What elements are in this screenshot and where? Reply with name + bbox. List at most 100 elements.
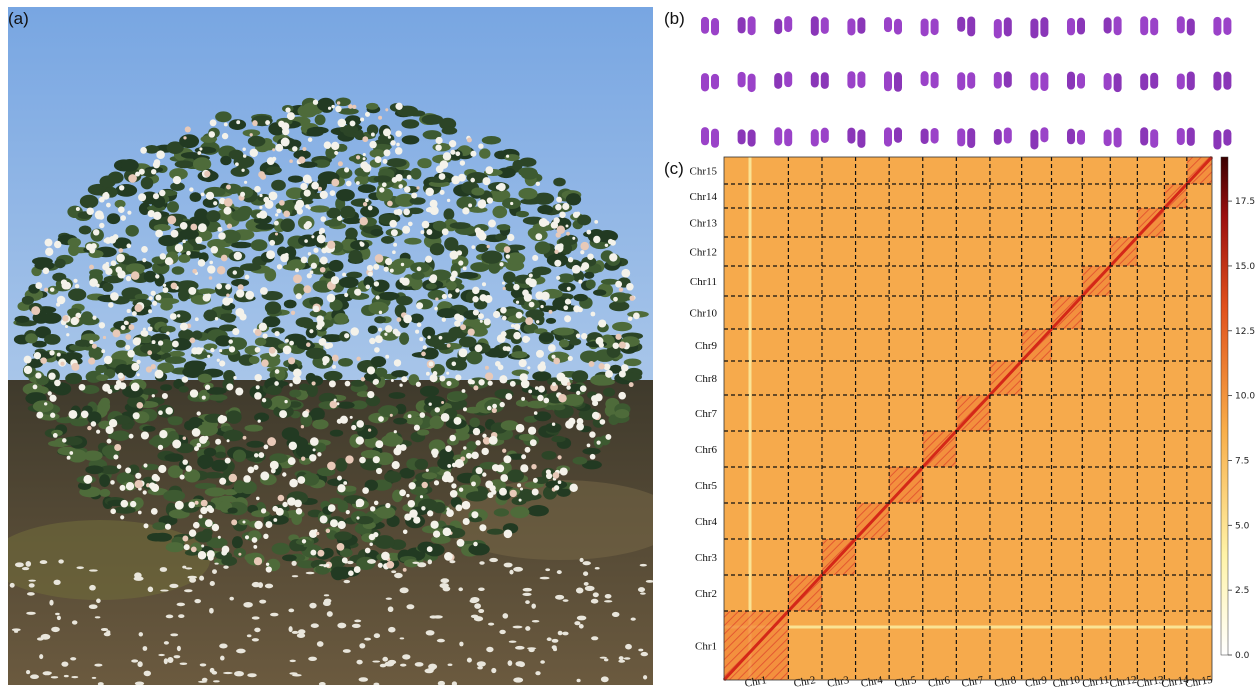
- leaf: [371, 356, 386, 367]
- flower: [522, 336, 529, 343]
- chromosome: [774, 127, 782, 145]
- petal: [158, 654, 165, 656]
- petal: [474, 603, 481, 609]
- flower: [371, 133, 375, 137]
- flower: [442, 228, 449, 235]
- leaf: [121, 159, 139, 172]
- flower: [180, 222, 188, 230]
- flower: [565, 224, 568, 227]
- flower: [365, 198, 369, 202]
- petal: [324, 594, 329, 596]
- flower: [317, 234, 326, 243]
- leaf: [519, 157, 537, 166]
- leaf: [481, 250, 502, 263]
- flower: [613, 297, 618, 302]
- flower: [629, 382, 634, 387]
- flower: [320, 216, 326, 222]
- petal: [391, 570, 396, 573]
- petal: [319, 564, 325, 566]
- flower: [256, 385, 260, 389]
- flower: [293, 274, 302, 283]
- leaf: [248, 136, 266, 147]
- flower: [182, 536, 188, 542]
- petal: [234, 671, 244, 676]
- petal: [562, 632, 568, 636]
- flower: [375, 156, 382, 163]
- leaf: [573, 294, 587, 301]
- flower: [473, 542, 477, 546]
- flower: [110, 292, 119, 301]
- flower: [452, 362, 457, 367]
- flower: [199, 147, 202, 150]
- flower: [144, 523, 149, 528]
- chromosome: [811, 72, 819, 87]
- leaf: [282, 555, 297, 562]
- petal: [144, 671, 151, 677]
- flower: [67, 456, 71, 460]
- leaf: [142, 426, 155, 432]
- flower: [537, 363, 546, 372]
- petal: [94, 664, 102, 667]
- flower: [143, 490, 147, 494]
- flower: [334, 151, 338, 155]
- leaf: [521, 169, 538, 180]
- flower: [559, 212, 566, 219]
- petal: [223, 566, 228, 569]
- flower: [473, 309, 479, 315]
- flower: [204, 437, 208, 441]
- flower: [241, 169, 244, 172]
- flower: [200, 348, 203, 351]
- petal: [540, 577, 550, 580]
- flower: [401, 263, 404, 266]
- flower: [124, 321, 128, 325]
- flower: [478, 143, 483, 148]
- petal: [347, 561, 354, 564]
- leaf: [291, 512, 302, 525]
- chromosome: [701, 17, 709, 34]
- flower: [69, 451, 73, 455]
- flower: [260, 287, 268, 295]
- petal: [433, 615, 443, 618]
- flower: [590, 454, 596, 460]
- flower: [385, 325, 392, 332]
- flower: [429, 403, 432, 406]
- petal: [209, 608, 214, 614]
- flower: [316, 532, 319, 535]
- flower: [62, 438, 67, 443]
- leaf: [553, 327, 574, 335]
- leaf: [265, 301, 281, 314]
- flower: [269, 347, 276, 354]
- flower: [118, 206, 125, 213]
- flower: [506, 155, 509, 158]
- leaf: [420, 386, 439, 397]
- flower: [250, 149, 258, 157]
- petal: [428, 664, 437, 670]
- photo: [0, 7, 680, 686]
- leaf: [147, 533, 165, 541]
- petal: [400, 664, 406, 667]
- petal: [641, 652, 648, 656]
- leaf: [368, 302, 388, 315]
- chromosome: [1077, 18, 1085, 35]
- leaf: [266, 166, 282, 173]
- flower: [487, 197, 493, 203]
- flower: [256, 213, 261, 218]
- flower: [321, 247, 327, 253]
- flower: [373, 532, 378, 537]
- chromosome: [738, 17, 746, 33]
- flower: [356, 503, 360, 507]
- flower: [255, 347, 261, 353]
- chromosome: [1104, 73, 1112, 90]
- leaf: [444, 237, 458, 251]
- petal: [491, 668, 496, 673]
- flower: [473, 428, 480, 435]
- leaf: [422, 472, 437, 479]
- flower: [426, 229, 432, 235]
- leaf: [54, 259, 65, 269]
- flower: [274, 221, 279, 226]
- flower: [146, 366, 152, 372]
- flower: [373, 379, 379, 385]
- petal: [540, 660, 545, 664]
- chromosome: [967, 72, 975, 88]
- petal: [200, 663, 207, 666]
